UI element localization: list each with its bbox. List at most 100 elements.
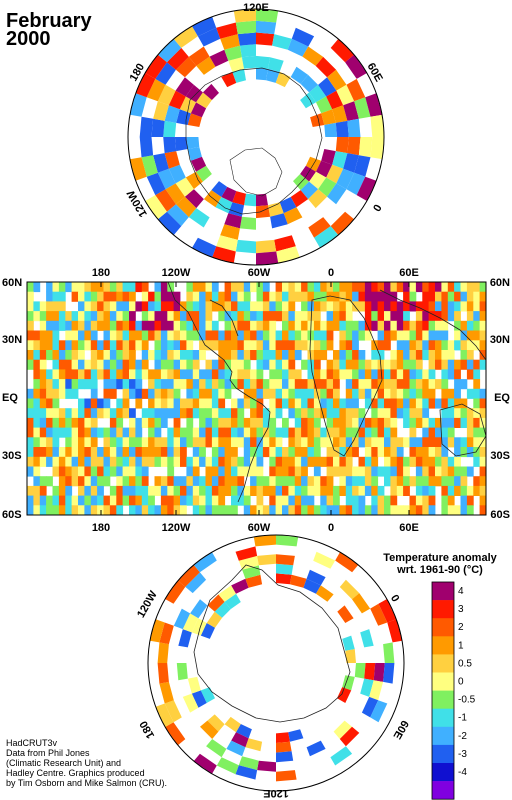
polar-anomaly-cell xyxy=(224,45,242,61)
anomaly-cell xyxy=(46,311,53,322)
anomaly-cell xyxy=(390,359,398,370)
anomaly-cell xyxy=(71,282,79,293)
anomaly-cell xyxy=(479,485,486,496)
anomaly-cell xyxy=(307,291,315,302)
anomaly-cell xyxy=(160,291,168,302)
anomaly-cell xyxy=(313,505,321,515)
anomaly-cell xyxy=(58,301,66,312)
anomaly-cell xyxy=(52,466,60,477)
anomaly-cell xyxy=(122,311,130,322)
anomaly-cell xyxy=(218,437,226,448)
polar-anomaly-cell xyxy=(326,164,344,184)
anomaly-cell xyxy=(84,456,92,467)
anomaly-cell xyxy=(269,466,277,477)
anomaly-cell xyxy=(231,456,238,467)
anomaly-cell xyxy=(441,456,449,467)
anomaly-cell xyxy=(358,408,366,419)
anomaly-cell xyxy=(173,437,181,448)
anomaly-cell xyxy=(97,369,104,380)
polar-anomaly-cell xyxy=(145,195,167,220)
anomaly-cell xyxy=(454,388,461,399)
anomaly-cell xyxy=(199,456,206,467)
polar-anomaly-cell xyxy=(360,678,374,697)
anomaly-cell xyxy=(141,476,149,487)
anomaly-cell xyxy=(250,476,257,487)
anomaly-cell xyxy=(409,350,417,361)
anomaly-cell xyxy=(97,340,104,351)
anomaly-cell xyxy=(116,398,124,409)
anomaly-cell xyxy=(186,466,194,477)
anomaly-cell xyxy=(384,505,391,515)
anomaly-cell xyxy=(339,466,347,477)
anomaly-cell xyxy=(71,456,79,467)
anomaly-cell xyxy=(84,282,92,293)
anomaly-cell xyxy=(27,350,34,361)
anomaly-cell xyxy=(141,301,149,312)
anomaly-cell xyxy=(186,388,194,399)
anomaly-cell xyxy=(109,466,117,477)
anomaly-cell xyxy=(167,485,175,496)
lat-label-left: 30N xyxy=(2,334,22,346)
anomaly-cell xyxy=(231,427,238,438)
anomaly-cell xyxy=(282,340,289,351)
anomaly-cell xyxy=(211,359,219,370)
anomaly-cell xyxy=(409,388,417,399)
polar-anomaly-cell xyxy=(336,84,355,106)
anomaly-cell xyxy=(409,359,417,370)
anomaly-cell xyxy=(84,485,92,496)
anomaly-cell xyxy=(52,320,60,331)
anomaly-cell xyxy=(390,369,398,380)
polar-anomaly-cell xyxy=(321,109,336,125)
anomaly-cell xyxy=(46,350,53,361)
anomaly-cell xyxy=(345,495,353,506)
global-map-frame xyxy=(26,281,487,516)
anomaly-cell xyxy=(97,350,104,361)
anomaly-cell xyxy=(435,350,442,361)
anomaly-cell xyxy=(339,437,347,448)
anomaly-cell xyxy=(224,476,232,487)
anomaly-cell xyxy=(269,330,277,341)
anomaly-cell xyxy=(205,379,213,390)
anomaly-cell xyxy=(103,379,111,390)
anomaly-cell xyxy=(192,456,200,467)
anomaly-cell xyxy=(173,291,181,302)
anomaly-cell xyxy=(320,291,328,302)
anomaly-cell xyxy=(352,379,359,390)
polar-anomaly-cell xyxy=(212,246,236,264)
anomaly-cell xyxy=(269,476,277,487)
polar-anomaly-cell xyxy=(166,204,189,227)
anomaly-cell xyxy=(173,301,181,312)
anomaly-cell xyxy=(262,437,270,448)
anomaly-cell xyxy=(358,330,366,341)
anomaly-cell xyxy=(135,330,143,341)
anomaly-cell xyxy=(473,369,481,380)
anomaly-cell xyxy=(97,466,104,477)
anomaly-cell xyxy=(390,388,398,399)
anomaly-cell xyxy=(269,456,277,467)
anomaly-cell xyxy=(454,408,461,419)
anomaly-cell xyxy=(122,427,130,438)
anomaly-cell xyxy=(160,369,168,380)
anomaly-cell xyxy=(46,282,53,293)
anomaly-cell xyxy=(352,505,359,515)
anomaly-cell xyxy=(224,388,232,399)
anomaly-cell xyxy=(428,417,436,428)
anomaly-cell xyxy=(473,437,481,448)
anomaly-cell xyxy=(313,340,321,351)
anomaly-cell xyxy=(167,388,175,399)
anomaly-cell xyxy=(384,291,391,302)
anomaly-cell xyxy=(160,282,168,293)
anomaly-cell xyxy=(65,311,73,322)
anomaly-cell xyxy=(243,447,251,458)
coast-asia xyxy=(379,289,487,361)
title-month: February xyxy=(6,10,92,32)
polar-anomaly-cell xyxy=(153,153,169,173)
anomaly-cell xyxy=(154,291,162,302)
anomaly-cell xyxy=(52,398,60,409)
anomaly-cell xyxy=(122,437,130,448)
anomaly-cell xyxy=(364,456,372,467)
anomaly-cell xyxy=(269,340,277,351)
anomaly-cell xyxy=(384,456,391,467)
anomaly-cell xyxy=(466,495,474,506)
